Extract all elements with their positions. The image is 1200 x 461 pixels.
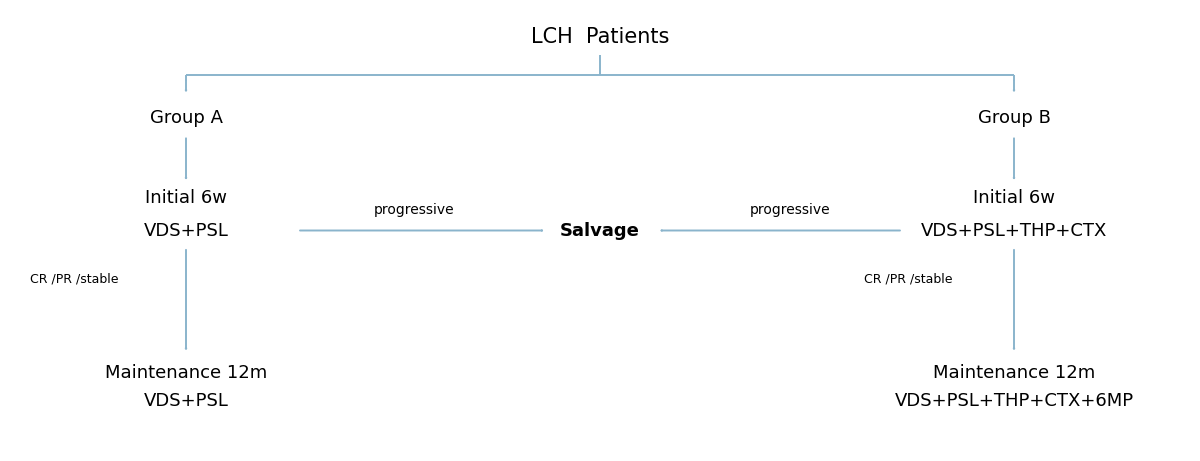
Text: VDS+PSL+THP+CTX: VDS+PSL+THP+CTX [920,221,1108,240]
Text: progressive: progressive [749,203,830,217]
Text: CR /PR /stable: CR /PR /stable [864,272,953,285]
Text: progressive: progressive [373,203,455,217]
Text: Initial 6w: Initial 6w [145,189,227,207]
Text: Maintenance 12m: Maintenance 12m [104,364,268,383]
Text: LCH  Patients: LCH Patients [530,27,670,47]
Text: VDS+PSL+THP+CTX+6MP: VDS+PSL+THP+CTX+6MP [894,392,1134,410]
Text: Salvage: Salvage [560,221,640,240]
Text: Maintenance 12m: Maintenance 12m [932,364,1096,383]
Text: Group B: Group B [978,108,1050,127]
Text: VDS+PSL: VDS+PSL [144,392,228,410]
Text: Initial 6w: Initial 6w [973,189,1055,207]
Text: CR /PR /stable: CR /PR /stable [30,272,119,285]
Text: VDS+PSL: VDS+PSL [144,221,228,240]
Text: Group A: Group A [150,108,222,127]
